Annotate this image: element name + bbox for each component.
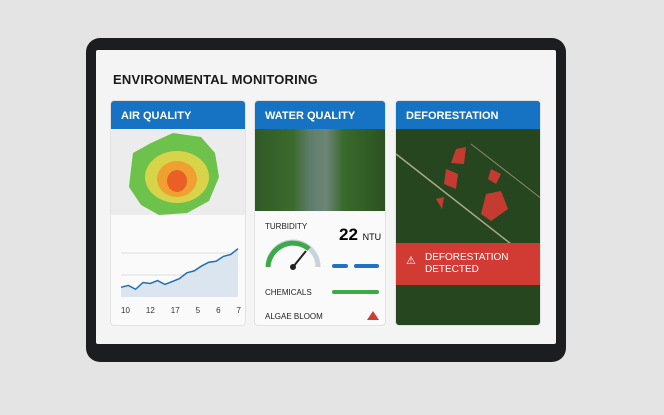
page-title: ENVIRONMENTAL MONITORING bbox=[113, 72, 318, 87]
chemicals-label: CHEMICALS bbox=[265, 288, 312, 297]
x-tick-label: 7 bbox=[236, 306, 241, 315]
turbidity-value: 22 NTU bbox=[339, 225, 382, 244]
river-photo bbox=[255, 129, 385, 211]
trend-line bbox=[120, 248, 239, 291]
warning-icon: ⚠ bbox=[406, 255, 416, 267]
satellite-map bbox=[396, 143, 540, 245]
deforestation-header: DEFORESTATION bbox=[396, 101, 540, 129]
air-trend-chart bbox=[120, 248, 239, 297]
water-quality-card[interactable]: WATER QUALITY TURBIDITY 22 NTU CHEMICALS… bbox=[254, 100, 386, 326]
air-heatmap bbox=[111, 129, 245, 215]
x-tick-label: 5 bbox=[195, 306, 201, 315]
turbidity-label: TURBIDITY bbox=[265, 222, 308, 231]
air-quality-card[interactable]: AIR QUALITY 10 12 17 5 6 7 bbox=[110, 100, 246, 326]
air-quality-header: AIR QUALITY bbox=[111, 101, 245, 129]
turbidity-gauge bbox=[265, 239, 321, 270]
turbidity-bar bbox=[332, 264, 348, 268]
x-tick-label: 10 bbox=[121, 306, 130, 315]
trend-area bbox=[121, 248, 238, 297]
deforestation-alert[interactable]: ⚠ DEFORESTATION DETECTED bbox=[396, 243, 540, 285]
water-quality-header: WATER QUALITY bbox=[255, 101, 385, 129]
chemicals-bar bbox=[332, 290, 379, 294]
x-tick-label: 12 bbox=[145, 306, 155, 315]
deforestation-card[interactable]: DEFORESTATION ⚠ DEFORESTATION DETECTED bbox=[395, 100, 541, 326]
warning-triangle-icon bbox=[367, 311, 379, 320]
x-tick-label: 6 bbox=[216, 306, 221, 315]
algae-bloom-label: ALGAE BLOOM bbox=[265, 312, 323, 321]
x-tick-label: 17 bbox=[170, 306, 180, 315]
